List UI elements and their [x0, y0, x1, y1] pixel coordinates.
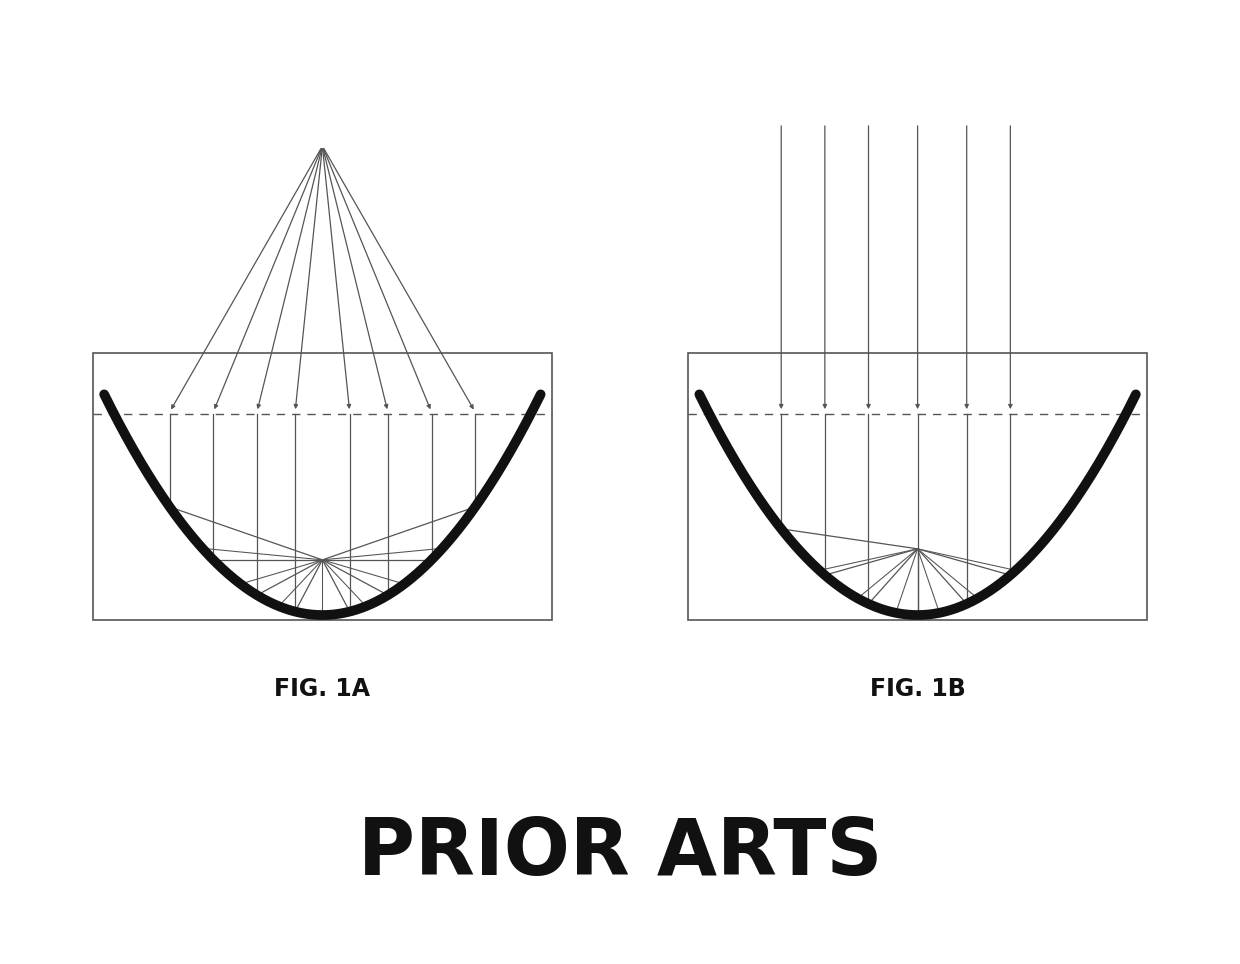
Bar	[688, 353, 1147, 620]
Bar	[93, 353, 552, 620]
Text: PRIOR ARTS: PRIOR ARTS	[358, 816, 882, 891]
Text: FIG. 1A: FIG. 1A	[274, 678, 371, 701]
Text: FIG. 1B: FIG. 1B	[869, 678, 966, 701]
